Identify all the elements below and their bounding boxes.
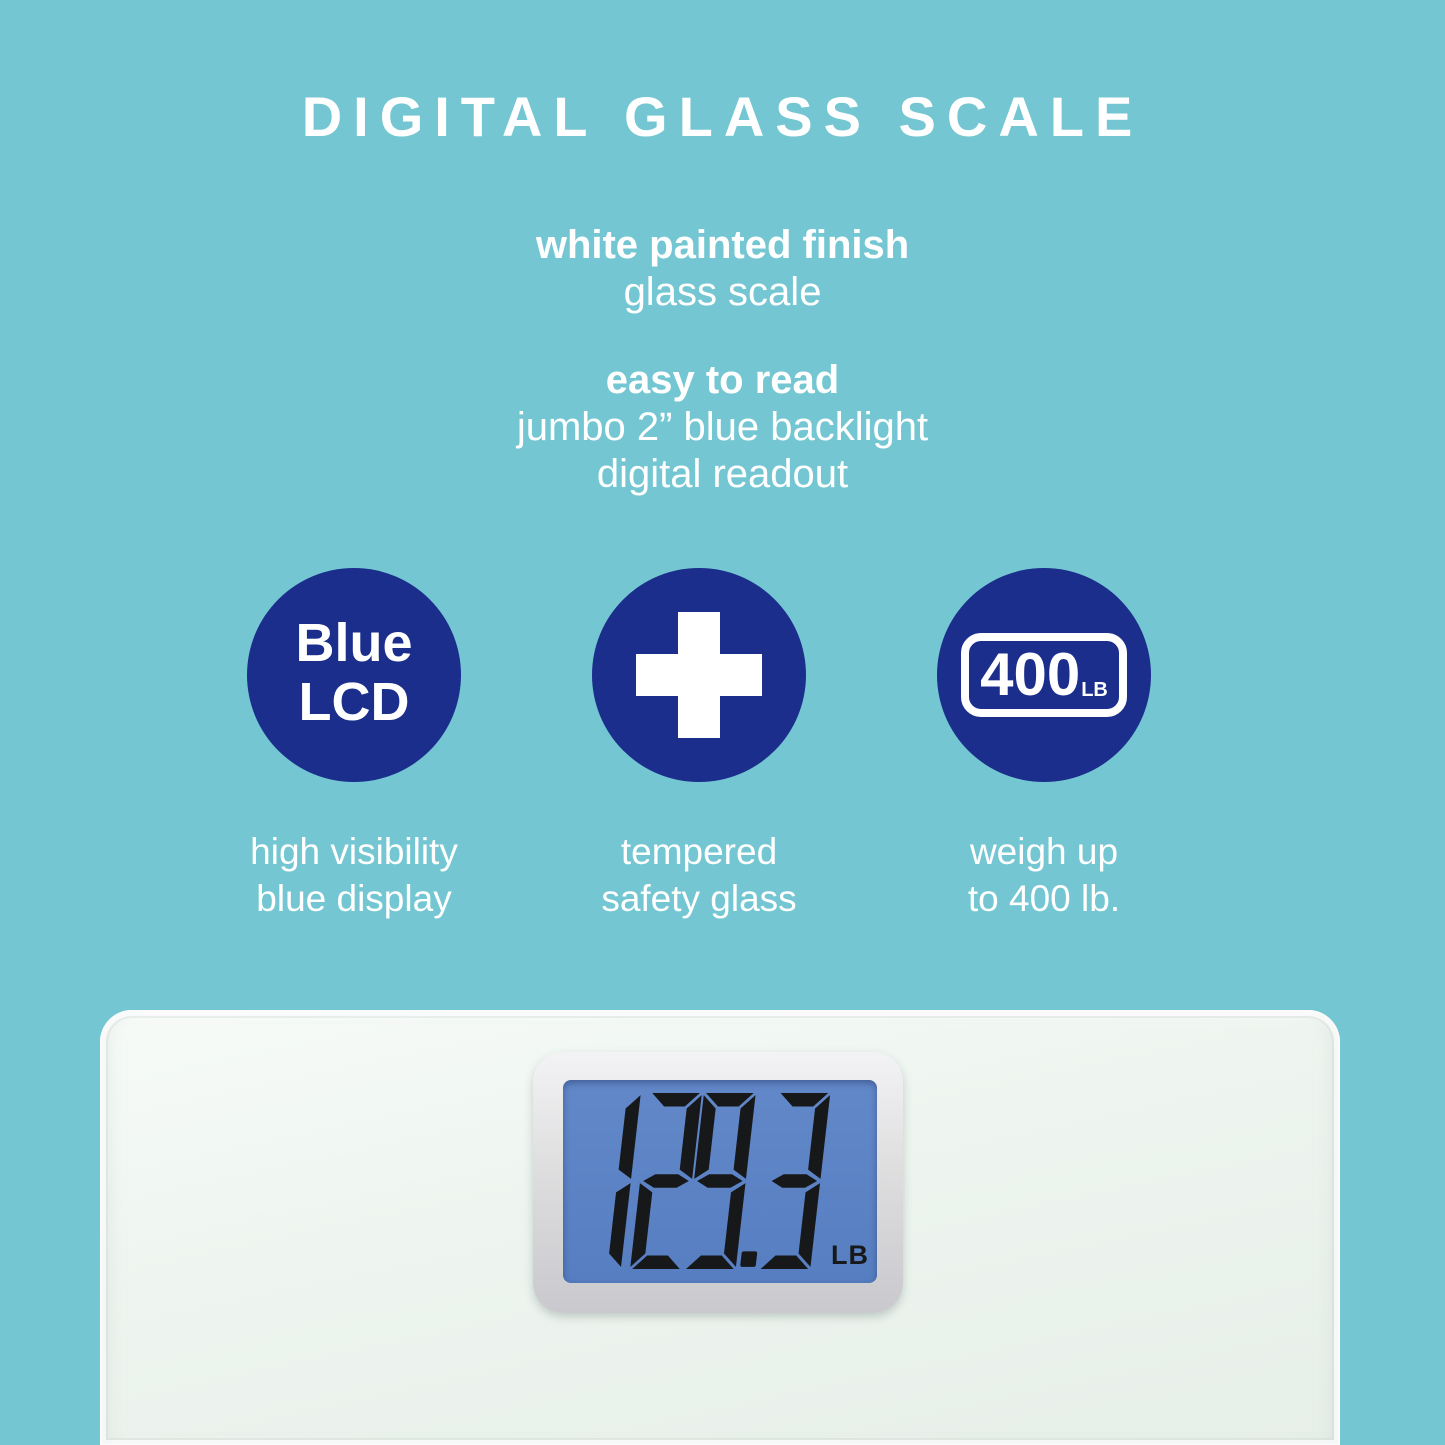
feature-caption: tempered safety glass [601, 828, 796, 922]
readability-line2: jumbo 2” blue backlight [516, 405, 929, 449]
capacity-value: 400 [980, 641, 1081, 708]
caption-line2: safety glass [601, 878, 797, 919]
lcd-bezel: LB [533, 1052, 903, 1313]
readability-heading: easy to read [605, 358, 840, 402]
weight-capacity-circle-badge: 400 LB [937, 568, 1151, 782]
medical-cross-circle-badge [592, 568, 806, 782]
badge-text-line1: Blue [295, 613, 413, 673]
blue-lcd-badge-text: Blue LCD [295, 614, 412, 732]
lcd-digits [609, 1093, 831, 1269]
medical-cross-icon [636, 612, 762, 738]
feature-capacity: 400 LB weigh up to 400 lb. [894, 568, 1194, 922]
caption-line2: to 400 lb. [967, 878, 1121, 919]
caption-line1: weigh up [969, 831, 1119, 872]
page-title: DIGITAL GLASS SCALE [301, 85, 1144, 148]
weight-capacity-badge: 400 LB [961, 633, 1127, 717]
feature-row: Blue LCD high visibility blue display te… [204, 568, 1194, 922]
readability-line3: digital readout [596, 452, 849, 496]
intro-heading: white painted finish [535, 223, 910, 267]
lcd-unit-label: LB [831, 1240, 869, 1270]
feature-caption: high visibility blue display [250, 828, 458, 922]
feature-blue-lcd: Blue LCD high visibility blue display [204, 568, 504, 922]
intro-textblock: white painted finish glass scale [0, 222, 1445, 316]
blue-lcd-circle-badge: Blue LCD [247, 568, 461, 782]
scale-product-photo: LB [100, 1010, 1340, 1445]
caption-line1: high visibility [250, 831, 458, 872]
readability-textblock: easy to read jumbo 2” blue backlight dig… [0, 357, 1445, 498]
caption-line1: tempered [620, 831, 778, 872]
intro-subline: glass scale [623, 270, 822, 314]
feature-tempered-glass: tempered safety glass [549, 568, 849, 922]
feature-caption: weigh up to 400 lb. [968, 828, 1120, 922]
caption-line2: blue display [256, 878, 452, 919]
badge-text-line2: LCD [298, 672, 410, 732]
capacity-unit: LB [1081, 679, 1108, 701]
lcd-screen: LB [563, 1080, 877, 1283]
